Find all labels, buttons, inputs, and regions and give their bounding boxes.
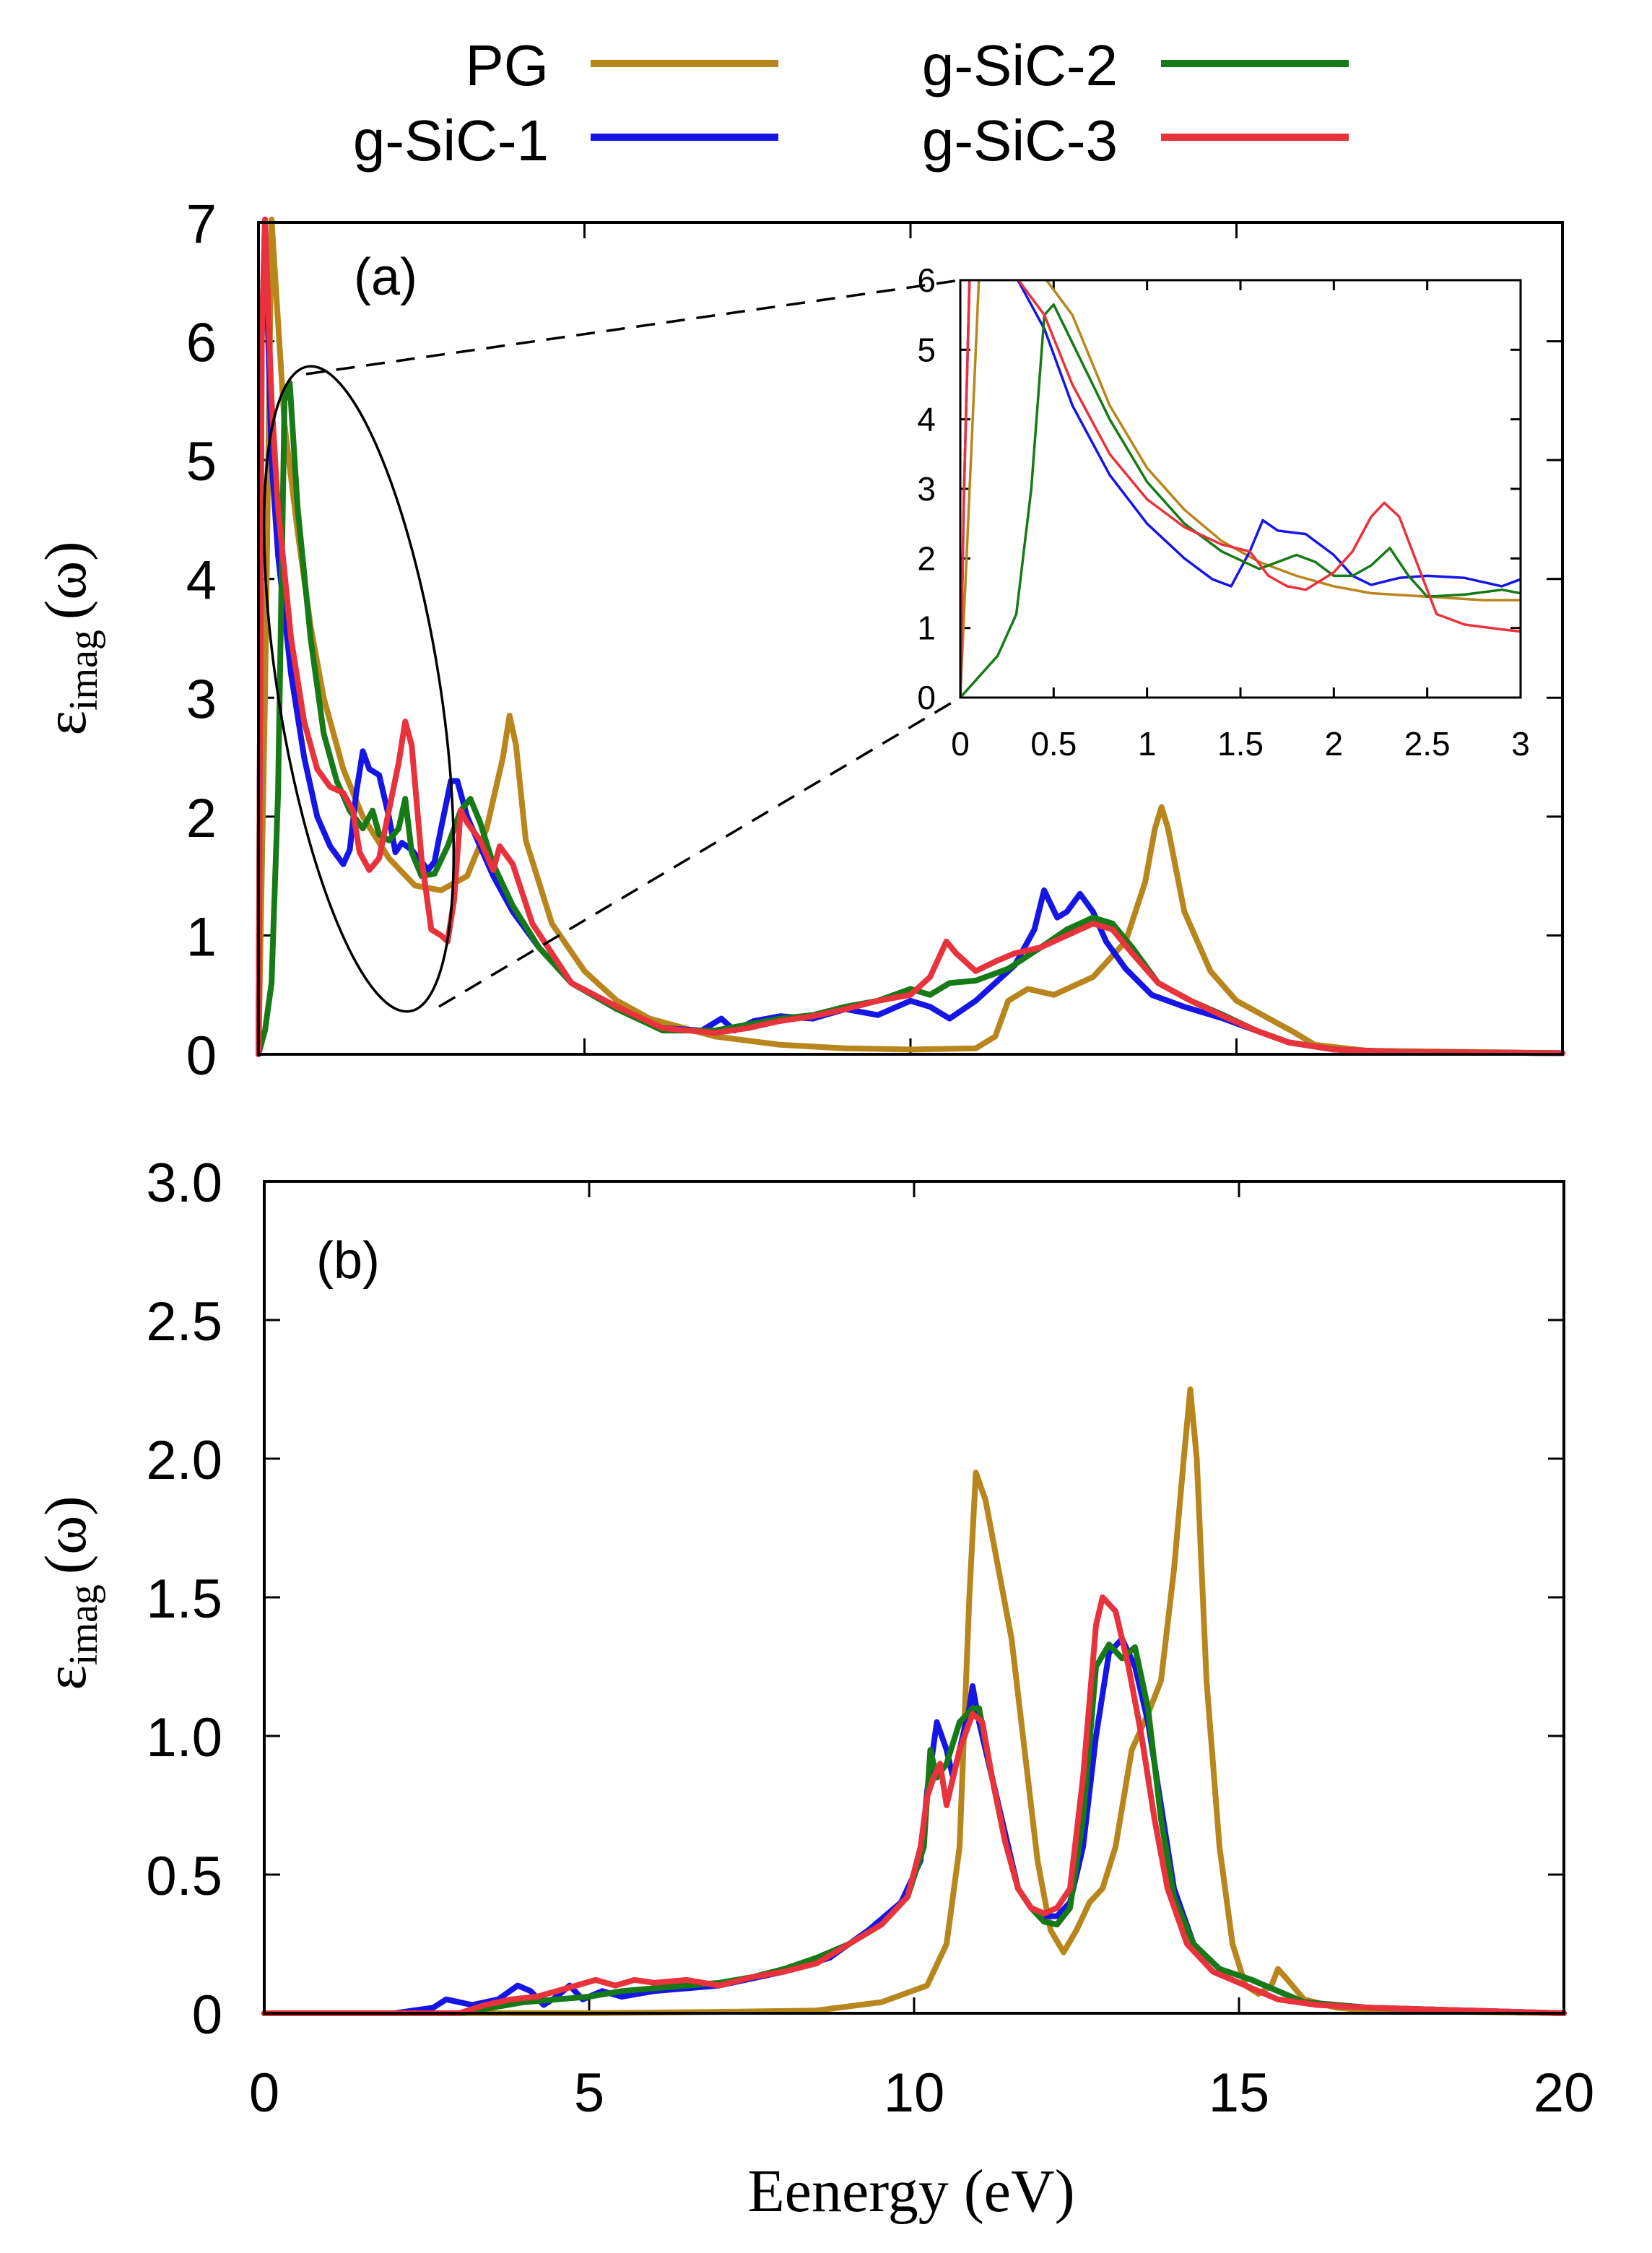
zoom-connector-bottom: [438, 696, 961, 1008]
inset-background: [960, 280, 1521, 698]
inset-x-tick-labels: 0 0.5 1 1.5 2 2.5 3: [951, 725, 1530, 763]
panel-a-inset-ytick-label: 1: [917, 609, 936, 647]
panel-a-ytick-label: 6: [186, 313, 217, 374]
panel-a-inset-ytick-label: 3: [917, 470, 936, 508]
panel-a-inset-ytick-label: 0: [917, 679, 936, 716]
panel-a-series-g-sic-2: [256, 380, 1565, 1057]
panel-b-ylabel-symbol: ε: [32, 1665, 98, 1690]
panel-a-inset-xtick-label: 3: [1511, 725, 1530, 763]
panel-b-ytick-label: 2.0: [146, 1430, 222, 1491]
inset-y-tick-labels: 0 1 2 3 4 5 6: [917, 261, 936, 716]
panel-b-series-g-sic-2: [261, 1641, 1567, 2016]
inset-frame: [959, 279, 1522, 699]
panel-b-ylabel-sub: imag: [61, 1584, 106, 1665]
panel-a-inset-ytick-label: 5: [917, 331, 936, 368]
panel-a-inset-series-g-sic-2: [960, 303, 1521, 698]
panel-b-y-tick-labels: 0 0.5 1.0 1.5 2.0 2.5 3.0: [146, 1152, 222, 2046]
panel-a-label: (a): [354, 248, 417, 306]
panel-b-series: [261, 1386, 1567, 2016]
legend-label-g-sic-2: g-SiC-2: [922, 33, 1118, 97]
panel-b-xtick-label: 20: [1534, 2062, 1595, 2124]
panel-a-inset: 0 1 2 3 4 5 6 0 0.5 1 1.5 2 2.5 3: [917, 261, 1529, 763]
inset-series: [960, 280, 1521, 698]
panel-b-ytick-label: 0: [192, 1984, 222, 2046]
panel-a-ytick-label: 3: [186, 669, 217, 730]
panel-a-inset-xtick-label: 0: [951, 725, 970, 763]
panel-a-inset-xtick-label: 1: [1138, 725, 1157, 763]
panel-a-ytick-label: 1: [186, 906, 217, 968]
panel-a-ylabel-suffix: (ω): [32, 541, 98, 620]
panel-b-ytick-label: 2.5: [146, 1291, 222, 1353]
panel-a-y-tick-labels: 0 1 2 3 4 5 6 7: [186, 194, 217, 1087]
panel-b-series-pg: [261, 1386, 1567, 2016]
panel-a-inset-xtick-label: 1.5: [1217, 725, 1264, 763]
panel-b-ytick-label: 3.0: [146, 1152, 222, 1214]
panel-b-xtick-label: 0: [249, 2062, 279, 2124]
panel-a-inset-series-pg: [960, 280, 1521, 698]
panel-b-ylabel-suffix: (ω): [32, 1496, 98, 1574]
panel-b-ylabel: εimag (ω): [32, 1496, 106, 1690]
panel-a-ytick-label: 2: [186, 788, 217, 849]
panel-a-series-pg: [256, 217, 1565, 1057]
panel-a-ytick-label: 4: [186, 550, 217, 612]
panel-a-ytick-label: 7: [186, 194, 217, 255]
panel-b-label: (b): [316, 1232, 380, 1290]
panel-a-frame: [257, 221, 1564, 1056]
panel-b-xtick-label: 10: [884, 2062, 945, 2124]
panel-a-inset-ytick-label: 6: [917, 261, 936, 299]
panel-b-ytick-label: 1.0: [146, 1707, 222, 1768]
panel-b-series-g-sic-3: [261, 1594, 1567, 2016]
panel-a-ylabel: εimag (ω): [32, 541, 106, 735]
panel-b-xtick-label: 15: [1209, 2062, 1270, 2124]
panel-b-xtick-label: 5: [574, 2062, 604, 2124]
panel-a-inset-series-g-sic-1: [960, 280, 1521, 698]
panel-a-ylabel-sub: imag: [61, 630, 106, 711]
panel-a-inset-ytick-label: 4: [917, 401, 936, 438]
zoom-ellipse: [262, 365, 456, 1013]
panel-b-frame: [263, 1180, 1565, 2015]
panel-a-ylabel-symbol: ε: [32, 711, 98, 735]
panel-a-inset-series-g-sic-3: [960, 280, 1521, 698]
legend: PG g-SiC-1 g-SiC-2 g-SiC-3: [353, 33, 1349, 173]
panel-a: 0 1 2 3 4 5 6 7 (a) εimag (ω): [32, 194, 1565, 1087]
panel-b-ytick-label: 0.5: [146, 1846, 222, 1907]
panel-a-inset-ytick-label: 2: [917, 539, 936, 577]
panel-a-series-g-sic-3: [256, 217, 1565, 1057]
panel-a-inset-xtick-label: 2.5: [1404, 725, 1451, 763]
panel-b: 0 0.5 1.0 1.5 2.0 2.5 3.0 0 5 10 15 20 (b) εimag (ω…: [32, 1152, 1594, 2225]
zoom-connector-top: [305, 279, 961, 376]
legend-label-g-sic-3: g-SiC-3: [922, 108, 1118, 173]
panel-a-ytick-label: 5: [186, 431, 217, 492]
panel-a-inset-xtick-label: 0.5: [1030, 725, 1077, 763]
panel-b-ytick-label: 1.5: [146, 1568, 222, 1630]
panel-a-ytick-label: 0: [186, 1025, 217, 1087]
panel-b-xlabel: Eenergy (eV): [747, 2158, 1074, 2225]
panel-a-inset-xtick-label: 2: [1325, 725, 1344, 763]
legend-label-pg: PG: [465, 33, 549, 97]
panel-a-series: [256, 217, 1565, 1057]
panel-b-x-tick-labels: 0 5 10 15 20: [249, 2062, 1594, 2124]
legend-label-g-sic-1: g-SiC-1: [353, 108, 549, 173]
